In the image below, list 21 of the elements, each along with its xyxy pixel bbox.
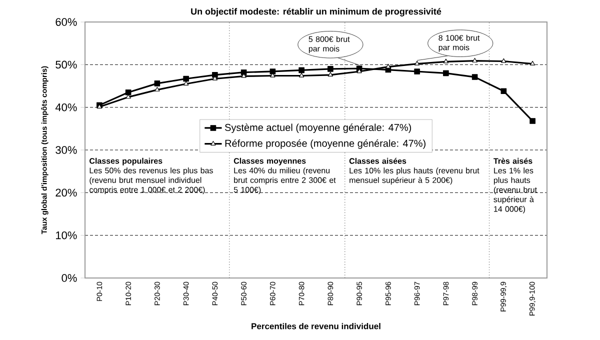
y-tick-label: 0%: [62, 274, 77, 282]
y-tick-label: 10%: [56, 231, 77, 240]
annotation: Les 40% du milieu (revenu brut compris entre 2 300€ et 5 100€): [234, 167, 336, 194]
annotation: Les 1% les plus hauts (revenu brut supérieur à 14 000€): [494, 168, 537, 214]
y-tick-label: 20%: [56, 188, 77, 197]
y-tick-label: 60%: [56, 18, 77, 26]
x-axis-title: Percentiles de revenu individuel: [252, 322, 380, 330]
y-tick-label: 30%: [56, 146, 77, 154]
legend-label: Réforme proposée (moyenne générale: 47%): [225, 139, 426, 149]
annotation: Très aisés: [494, 158, 532, 164]
y-tick-label: 40%: [55, 103, 77, 112]
annotation: Les 10% les plus hauts (revenu brut mensuel supérieur à 5 200€): [350, 168, 480, 185]
legend-label: Système actuel (moyenne générale: 47%): [225, 124, 412, 133]
chart-title: Un objectif modeste: rétablir un minimum de progressivité: [191, 8, 442, 16]
annotation: Classes aisées: [349, 158, 406, 164]
annotation: 8 100€ brut par mois: [438, 34, 480, 52]
y-tick-label: 50%: [56, 60, 77, 69]
annotation: 5 800€ brut par mois: [308, 36, 350, 54]
annotation: Classes populaires: [90, 158, 162, 166]
annotation: Classes moyennes: [234, 158, 306, 166]
annotation: Les 50% des revenus les plus bas (revenu brut mensuel individuel compris entre 1 000€ et 2 200€): [90, 167, 213, 194]
